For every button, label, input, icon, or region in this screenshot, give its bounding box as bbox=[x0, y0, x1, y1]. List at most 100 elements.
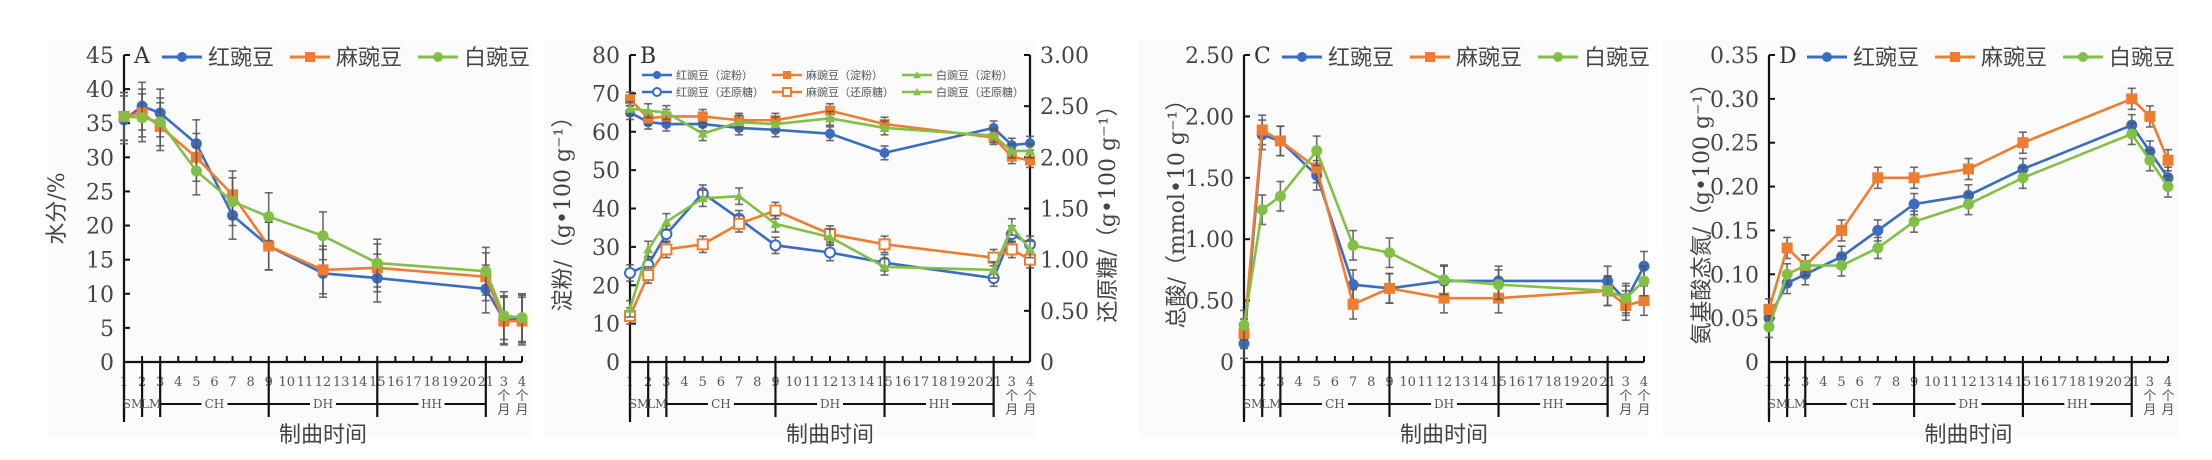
data-point-triangle bbox=[734, 117, 745, 127]
x-tick-label-char: 3 bbox=[500, 375, 508, 390]
data-point-square bbox=[1963, 163, 1974, 175]
data-point-square-open bbox=[733, 217, 746, 230]
data-point-circle bbox=[1763, 321, 1775, 333]
y-tick-label: 50 bbox=[592, 159, 620, 184]
data-point-square bbox=[1274, 135, 1286, 147]
x-tick-label: 14 bbox=[858, 375, 875, 390]
y-axis-title: 总酸/（mmol•10 g⁻¹） bbox=[1165, 89, 1190, 329]
x-tick-label: 16 bbox=[2033, 375, 2050, 390]
data-point-triangle bbox=[1025, 244, 1035, 254]
x-tick-label: 17 bbox=[913, 375, 930, 390]
data-point-circle bbox=[2144, 154, 2156, 166]
series-2 bbox=[1238, 135, 1650, 341]
y-right-tick-label: 1.50 bbox=[1040, 198, 1089, 223]
data-point-triangle bbox=[643, 244, 654, 254]
data-point-triangle bbox=[643, 105, 654, 115]
stage-label: DH bbox=[313, 397, 333, 411]
data-point-square-open bbox=[878, 238, 891, 251]
x-tick-label: 10 bbox=[1399, 375, 1416, 390]
x-tick-label: 5 bbox=[1313, 375, 1321, 390]
x-tick-label: 8 bbox=[1892, 375, 1900, 390]
stage-label-bg bbox=[201, 396, 228, 410]
y-right-tick-label: 3.00 bbox=[1040, 44, 1089, 69]
y-tick-label: 0.35 bbox=[1710, 44, 1759, 69]
data-point-circle bbox=[317, 230, 329, 242]
data-point-circle bbox=[1836, 260, 1848, 272]
data-point-square bbox=[1908, 172, 1920, 184]
data-point-circle bbox=[136, 112, 148, 124]
y-tick-label: 0 bbox=[1220, 351, 1234, 376]
data-point-square bbox=[1383, 282, 1395, 294]
x-tick-label: 18 bbox=[1545, 375, 1562, 390]
data-point-triangle bbox=[1025, 145, 1035, 155]
panel-d: 0 0.05 0.10 0.15 0.20 0.25 0.30 0.35 氨基酸态氮/（g•10… bbox=[1663, 40, 2178, 448]
data-point-triangle bbox=[661, 107, 672, 117]
y-tick-label: 60 bbox=[592, 121, 620, 146]
x-tick-label: 12 bbox=[1960, 375, 1977, 390]
data-point-square bbox=[1763, 303, 1775, 315]
data-point-circle bbox=[1438, 274, 1450, 286]
y-tick-label: 0.30 bbox=[1710, 88, 1759, 113]
x-tick-label-char: 个 bbox=[497, 389, 510, 404]
y-tick-label: 0.05 bbox=[1710, 307, 1759, 332]
x-tick-label: 6 bbox=[210, 375, 218, 390]
stage-label-bg bbox=[1431, 396, 1457, 410]
data-point-triangle bbox=[988, 130, 999, 140]
series-2 bbox=[1763, 122, 2174, 339]
x-tick-label-char: 个 bbox=[2161, 389, 2174, 404]
panel-background bbox=[48, 40, 532, 438]
x-tick-label: 6 bbox=[1856, 375, 1864, 390]
data-point-circle bbox=[498, 310, 510, 322]
x-tick-label-char: 个 bbox=[1023, 389, 1036, 404]
legend-label: 麻豌豆 bbox=[1456, 46, 1522, 71]
x-tick-label: 8 bbox=[246, 375, 254, 390]
data-point-circle bbox=[1638, 275, 1650, 287]
data-point-square-open bbox=[696, 238, 709, 251]
x-tick-label: 20 bbox=[967, 375, 984, 390]
x-tick-label: 12 bbox=[1436, 375, 1453, 390]
y-tick-label: 40 bbox=[86, 78, 114, 103]
stage-label: CH bbox=[205, 397, 225, 411]
x-tick-label: 13 bbox=[840, 375, 857, 390]
data-point-square bbox=[317, 264, 329, 276]
stage-label: SM bbox=[1768, 397, 1789, 411]
y-tick-label: 2.00 bbox=[1185, 105, 1234, 130]
x-tick-label: 14 bbox=[1996, 375, 2013, 390]
stage-label: LM bbox=[1786, 397, 1806, 411]
x-tick-label: 11 bbox=[804, 375, 821, 390]
x-tick-label: 12 bbox=[822, 375, 839, 390]
panel-letter: B bbox=[640, 44, 656, 69]
data-point-triangle bbox=[879, 122, 890, 132]
data-point-square bbox=[1438, 292, 1450, 304]
data-point-circle bbox=[118, 110, 130, 122]
data-point-square bbox=[625, 94, 635, 105]
data-point-triangle bbox=[825, 232, 835, 242]
x-tick-label-char: 月 bbox=[2143, 403, 2156, 418]
x-tick-label: 7 bbox=[1874, 375, 1882, 390]
legend-label: 白豌豆（还原糖） bbox=[936, 85, 1024, 99]
x-tick-label-char: 4 bbox=[1640, 375, 1648, 390]
stage-label: CH bbox=[711, 397, 731, 411]
x-tick-label: 19 bbox=[949, 375, 966, 390]
data-point-triangle bbox=[879, 261, 890, 271]
data-point-circle-open bbox=[652, 87, 662, 97]
data-point-square bbox=[1311, 162, 1323, 174]
x-tick-label-char: 个 bbox=[515, 389, 528, 404]
x-tick-label: 4 bbox=[174, 375, 182, 390]
stage-label: SM bbox=[123, 397, 144, 411]
x-axis-title: 制曲时间 bbox=[786, 423, 874, 448]
x-tick-label-char: 月 bbox=[1023, 403, 1036, 418]
y-tick-label: 20 bbox=[592, 274, 620, 299]
stage-label-bg bbox=[707, 396, 734, 410]
y-right-tick-label: 1.00 bbox=[1040, 249, 1089, 274]
stage-label: CH bbox=[1325, 397, 1345, 411]
data-point-circle bbox=[1872, 224, 1884, 236]
series-5 bbox=[625, 187, 1035, 318]
x-tick-label: 8 bbox=[1367, 375, 1375, 390]
y-axis-title: 水分/% bbox=[45, 172, 70, 244]
x-tick-label-char: 月 bbox=[1005, 403, 1018, 418]
x-tick-label-char: 个 bbox=[2143, 389, 2156, 404]
x-tick-label-char: 3 bbox=[2146, 375, 2154, 390]
